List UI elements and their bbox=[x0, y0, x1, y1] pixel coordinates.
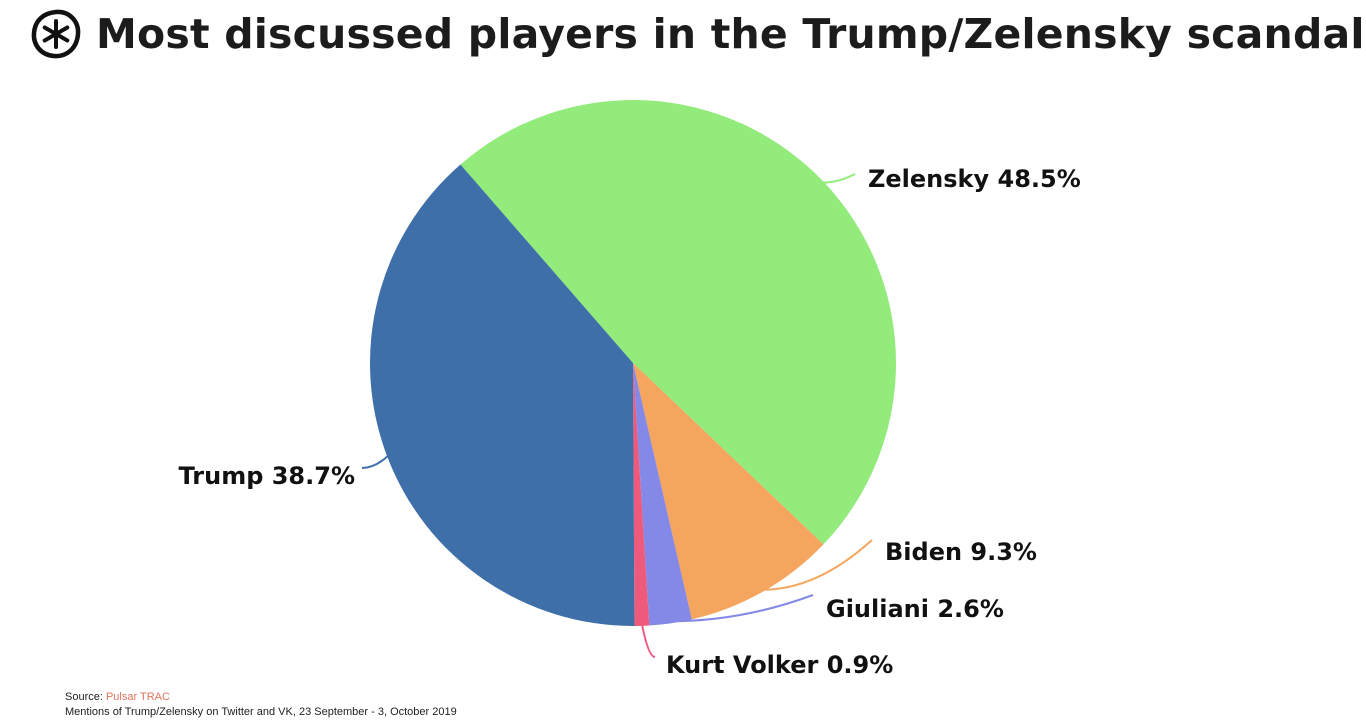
leader-line-biden bbox=[762, 539, 873, 591]
footer: Source: Pulsar TRAC Mentions of Trump/Ze… bbox=[65, 690, 457, 720]
leader-line-zelensky bbox=[821, 173, 856, 184]
pie-labels: Zelensky 48.5% Biden 9.3% Giuliani 2.6% Kur… bbox=[179, 165, 1081, 679]
slice-label-zelensky: Zelensky 48.5% bbox=[868, 165, 1081, 193]
slice-label-kurt-volker: Kurt Volker 0.9% bbox=[666, 651, 893, 679]
source-prefix: Source: bbox=[65, 691, 106, 703]
leader-line-giuliani bbox=[670, 594, 814, 623]
pulsar-asterisk-icon bbox=[31, 9, 81, 59]
pie-chart: Zelensky 48.5% Biden 9.3% Giuliani 2.6% Kur… bbox=[179, 100, 1081, 679]
pie-slice-giuliani bbox=[633, 363, 692, 626]
source-link[interactable]: Pulsar TRAC bbox=[105, 691, 170, 703]
pie-slices bbox=[370, 100, 896, 626]
source-line: Source: Pulsar TRAC bbox=[65, 690, 457, 705]
pie-slice-zelensky bbox=[460, 100, 896, 545]
leader-line-kurt-volker bbox=[640, 623, 656, 658]
slice-label-giuliani: Giuliani 2.6% bbox=[826, 595, 1004, 623]
slice-label-trump: Trump 38.7% bbox=[179, 462, 355, 490]
pie-leader-lines bbox=[361, 173, 873, 658]
page-title: Most discussed players in the Trump/Zele… bbox=[96, 10, 1365, 58]
footer-note: Mentions of Trump/Zelensky on Twitter an… bbox=[65, 706, 457, 718]
pie-slice-biden bbox=[633, 363, 824, 620]
header: Most discussed players in the Trump/Zele… bbox=[30, 6, 1365, 62]
leader-line-trump bbox=[361, 454, 390, 469]
slice-label-biden: Biden 9.3% bbox=[885, 538, 1037, 566]
pie-slice-kurt-volker bbox=[633, 363, 650, 626]
pie-slice-trump bbox=[370, 164, 635, 626]
